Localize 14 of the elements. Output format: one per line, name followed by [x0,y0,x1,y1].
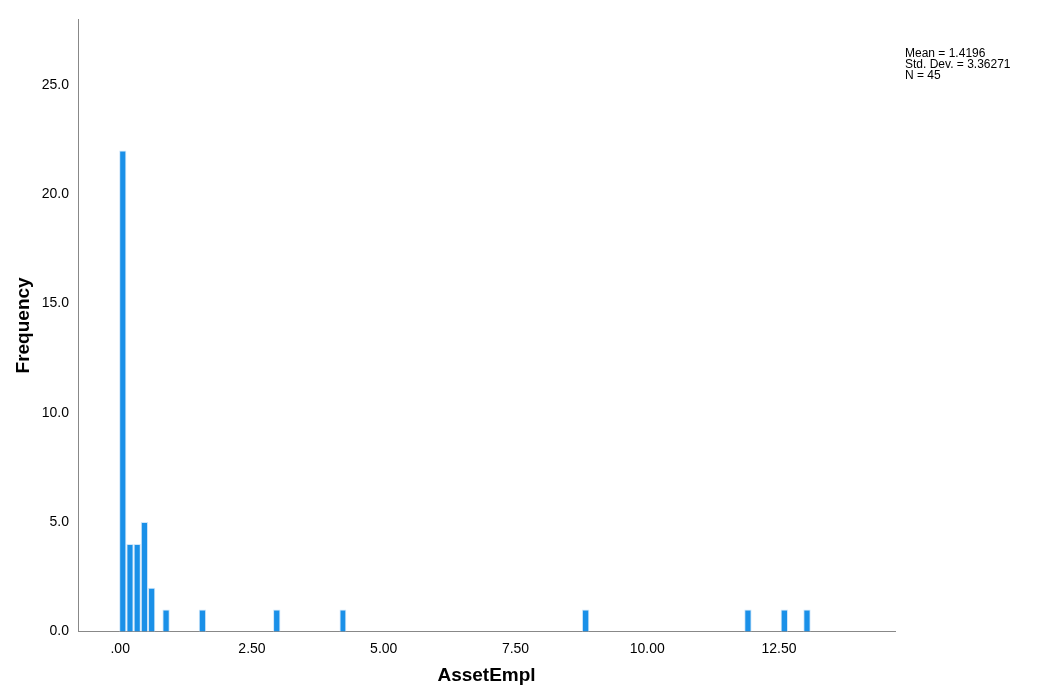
x-tick-label: 10.00 [629,639,665,656]
y-tick-label: 5.0 [49,512,70,529]
x-tick-label: .00 [110,639,131,656]
x-tick-label: 5.00 [370,639,398,656]
y-tick-label: 0.0 [49,622,70,639]
x-tick-label: 2.50 [238,639,266,656]
x-axis-title: AssetEmpl [437,663,536,685]
x-tick-label: 12.50 [761,639,797,656]
x-tick-label: 7.50 [501,639,530,656]
y-tick-label: 20.0 [41,185,70,202]
y-axis-title: Frequency [11,276,33,374]
y-tick-label: 15.0 [41,294,70,311]
y-tick-label: 10.0 [41,403,70,420]
y-tick-label: 25.0 [41,75,70,92]
